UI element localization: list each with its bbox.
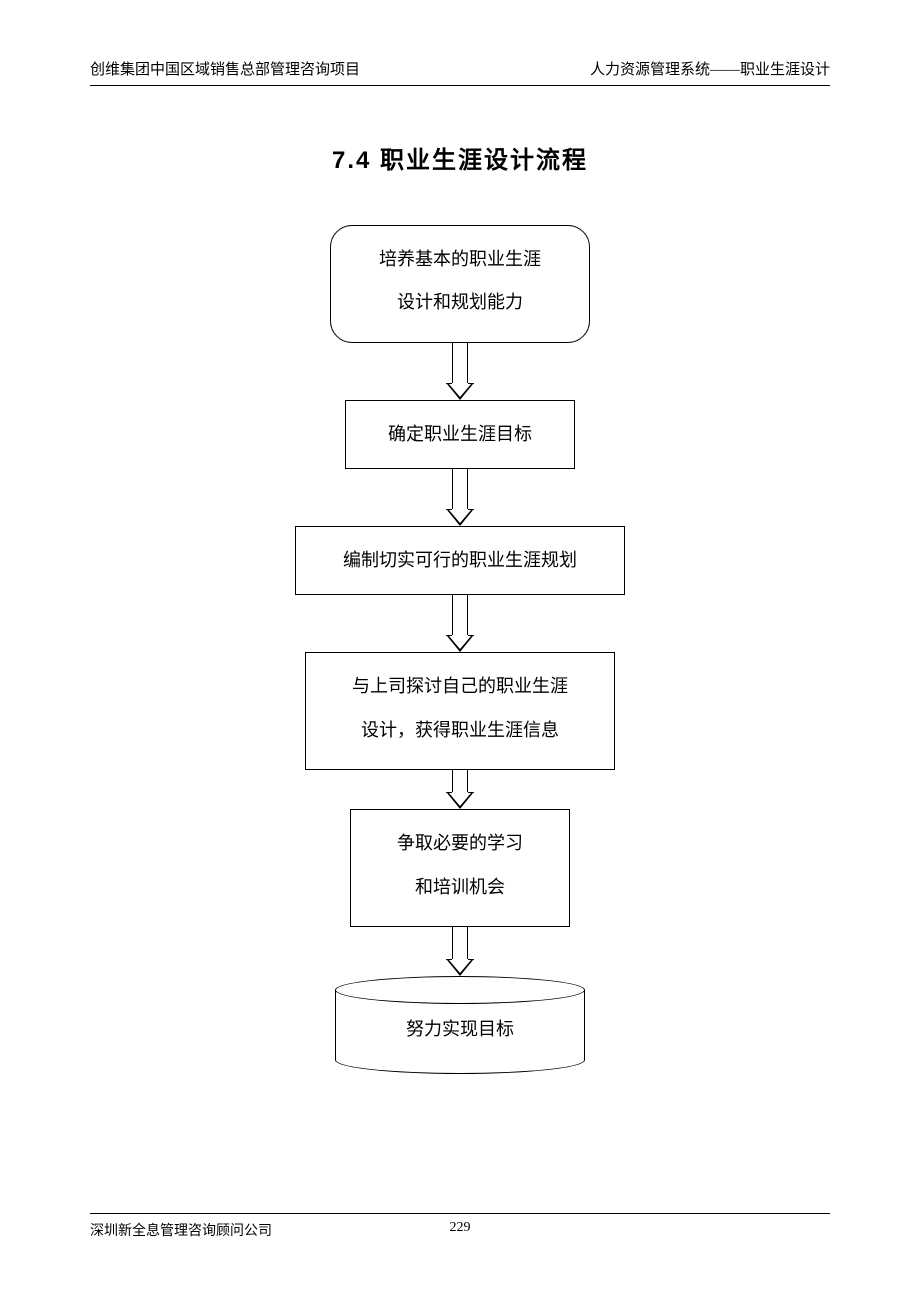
header-left: 创维集团中国区域销售总部管理咨询项目 <box>90 58 360 79</box>
flow-arrow <box>447 595 473 652</box>
header-right: 人力资源管理系统——职业生涯设计 <box>590 58 830 79</box>
flow-node-n4: 与上司探讨自己的职业生涯 设计，获得职业生涯信息 <box>305 652 615 770</box>
footer-left: 深圳新全息管理咨询顾问公司 <box>90 1224 272 1239</box>
flow-arrow <box>447 927 473 976</box>
flow-node-n3: 编制切实可行的职业生涯规划 <box>295 526 625 595</box>
flow-arrow <box>447 469 473 526</box>
flow-arrow <box>447 770 473 809</box>
page-title: 7.4 职业生涯设计流程 <box>0 140 920 175</box>
flow-arrow <box>447 343 473 400</box>
flow-node-n2: 确定职业生涯目标 <box>345 400 575 469</box>
flow-node-n1: 培养基本的职业生涯 设计和规划能力 <box>330 225 590 343</box>
page-number: 229 <box>450 1220 471 1236</box>
flow-node-n6: 努力实现目标 <box>335 976 585 1074</box>
page-header: 创维集团中国区域销售总部管理咨询项目 人力资源管理系统——职业生涯设计 <box>90 58 830 86</box>
flow-node-n5: 争取必要的学习 和培训机会 <box>350 809 570 927</box>
page-footer: 深圳新全息管理咨询顾问公司 229 <box>90 1213 830 1240</box>
flow-node-label: 努力实现目标 <box>335 976 585 1074</box>
flowchart: 培养基本的职业生涯 设计和规划能力确定职业生涯目标编制切实可行的职业生涯规划与上… <box>295 225 625 1074</box>
